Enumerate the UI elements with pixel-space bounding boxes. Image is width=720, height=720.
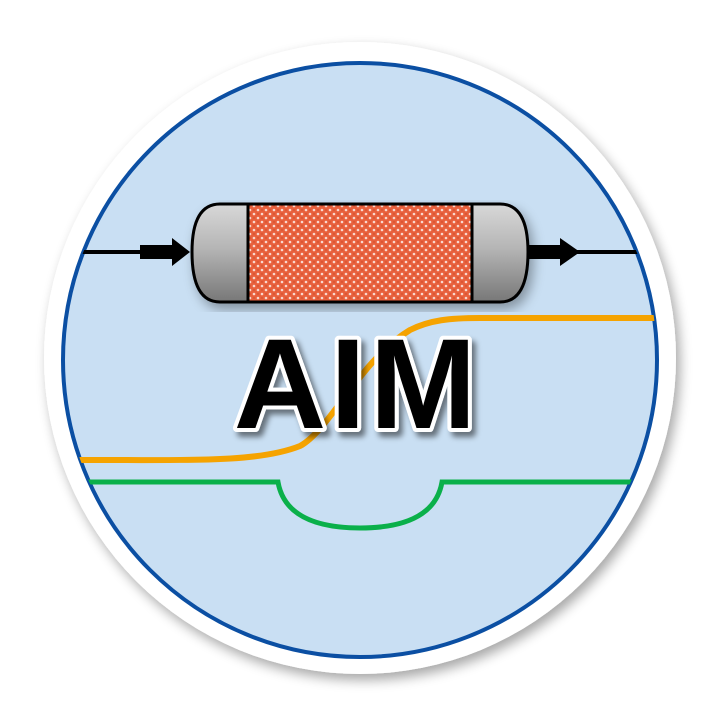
inlet-arrow-icon [78,238,190,266]
orange-curve [77,315,657,464]
outlet-arrow-icon [522,238,640,266]
packed-bed-reactor-icon [190,202,530,304]
logo-text: AIM [234,313,481,456]
green-curve [85,479,635,531]
